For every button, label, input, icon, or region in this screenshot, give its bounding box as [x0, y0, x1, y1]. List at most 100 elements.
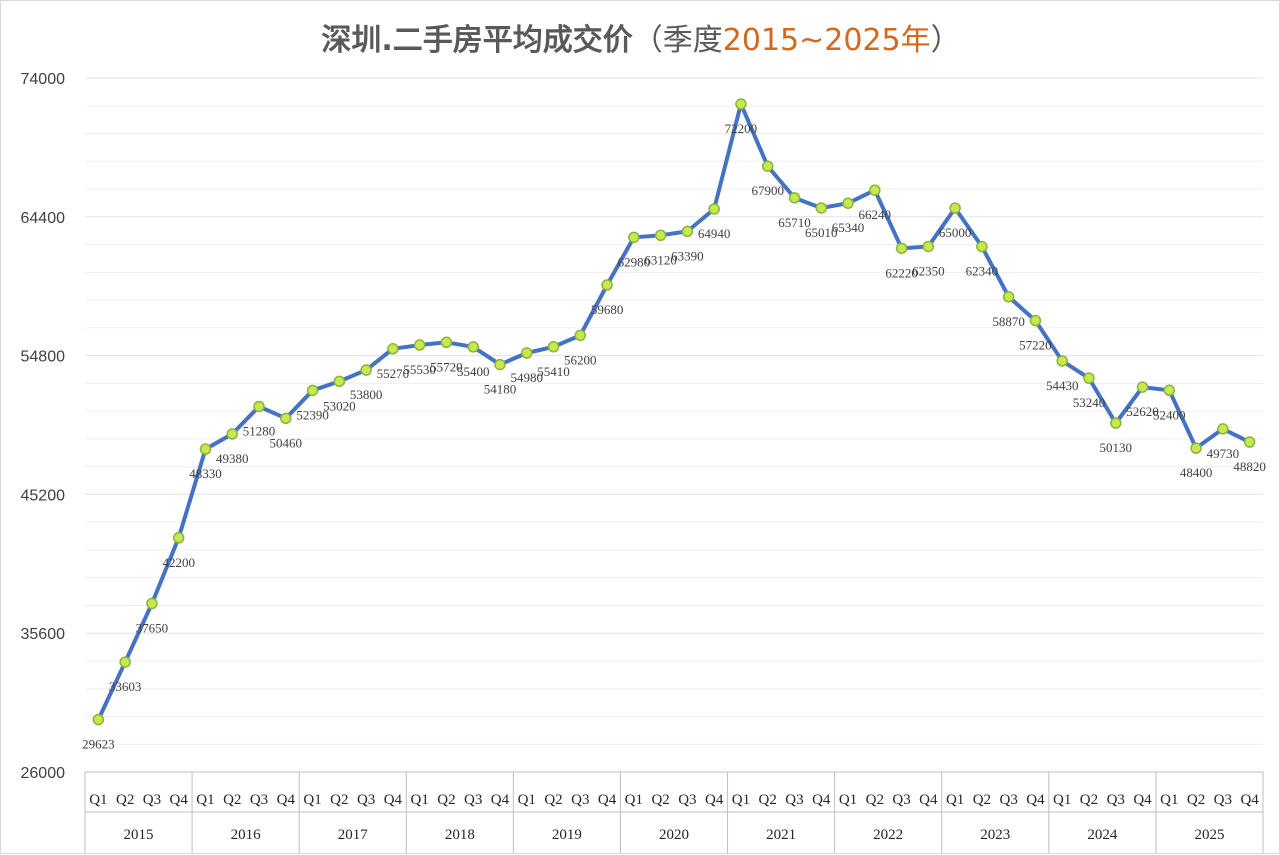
data-label: 65710: [778, 215, 811, 230]
x-quarter-label: Q3: [785, 792, 803, 808]
data-label: 52390: [296, 407, 329, 422]
x-quarter-label: Q2: [866, 792, 884, 808]
data-point: [708, 203, 720, 215]
data-point: [1190, 442, 1202, 454]
x-quarter-label: Q4: [919, 792, 938, 808]
data-point: [574, 329, 587, 342]
x-quarter-label: Q4: [1026, 792, 1045, 808]
data-label: 42200: [162, 555, 195, 570]
data-label: 37650: [136, 621, 169, 636]
data-label: 72200: [725, 121, 758, 136]
x-quarter-label: Q3: [1214, 792, 1232, 808]
data-point: [172, 532, 185, 544]
data-label: 52620: [1126, 404, 1159, 419]
data-point: [360, 364, 372, 376]
data-point: [1217, 423, 1229, 435]
y-tick-label: 74000: [21, 71, 66, 88]
data-label: 62980: [618, 254, 651, 269]
data-point: [1083, 372, 1095, 384]
data-label: 55410: [537, 364, 570, 379]
x-quarter-label: Q4: [384, 792, 403, 808]
data-point: [681, 225, 694, 238]
data-label: 59680: [591, 302, 624, 317]
data-label: 62220: [885, 265, 918, 280]
data-point: [253, 400, 265, 413]
chart-title-paren-label: 季度: [662, 23, 723, 58]
data-point: [467, 341, 479, 353]
data-label: 52400: [1153, 407, 1186, 422]
x-quarter-label: Q2: [116, 792, 134, 808]
x-year-label: 2025: [1194, 827, 1224, 843]
data-label: 54430: [1046, 378, 1079, 393]
x-quarter-label: Q3: [143, 792, 161, 808]
chart-title-range: 2015~2025年: [722, 23, 931, 58]
chart-title-main: 深圳.二手房平均成交价: [321, 23, 633, 58]
x-quarter-label: Q4: [812, 792, 831, 808]
data-label: 65000: [939, 225, 972, 240]
x-quarter-label: Q3: [464, 792, 482, 808]
data-point: [869, 184, 881, 196]
data-label: 63120: [644, 252, 677, 267]
x-year-label: 2020: [659, 827, 689, 843]
x-quarter-label: Q4: [1133, 792, 1152, 808]
x-year-label: 2016: [231, 827, 262, 843]
chart-title-paren-close: ）: [930, 23, 961, 58]
data-point: [226, 428, 238, 440]
x-quarter-label: Q2: [1080, 792, 1098, 808]
data-label: 51280: [243, 423, 276, 438]
x-quarter-label: Q1: [518, 792, 536, 808]
x-year-label: 2018: [445, 827, 475, 843]
y-tick-label: 45200: [21, 487, 66, 504]
x-quarter-label: Q1: [625, 792, 643, 808]
x-quarter-label: Q4: [598, 792, 617, 808]
x-quarter-label: Q1: [839, 792, 857, 808]
data-point: [1029, 314, 1042, 327]
data-label: 48400: [1180, 465, 1213, 480]
x-quarter-label: Q1: [1160, 792, 1178, 808]
x-quarter-label: Q3: [892, 792, 910, 808]
data-point: [654, 229, 667, 242]
data-point: [280, 412, 292, 425]
x-quarter-label: Q2: [330, 792, 348, 808]
x-quarter-label: Q1: [196, 792, 214, 808]
data-label: 29623: [82, 737, 115, 752]
data-point: [949, 202, 961, 214]
x-quarter-label: Q2: [223, 792, 241, 808]
data-label: 54980: [511, 370, 544, 385]
x-quarter-label: Q4: [277, 792, 296, 808]
data-point: [735, 98, 747, 110]
x-quarter-label: Q4: [170, 792, 189, 808]
data-label: 65340: [832, 220, 865, 235]
data-point: [1110, 417, 1122, 429]
data-label: 55530: [403, 362, 436, 377]
data-point: [922, 240, 935, 253]
x-quarter-label: Q3: [250, 792, 268, 808]
x-quarter-label: Q2: [544, 792, 562, 808]
x-year-label: 2015: [124, 827, 154, 843]
data-point: [815, 202, 827, 214]
x-year-label: 2021: [766, 827, 796, 843]
data-point: [1002, 291, 1015, 303]
data-label: 48820: [1233, 459, 1266, 474]
data-label: 64940: [698, 226, 731, 241]
data-point: [1136, 381, 1149, 393]
data-label: 66240: [859, 207, 892, 222]
data-point: [547, 341, 560, 353]
chart-title-paren-open: （: [632, 23, 663, 58]
data-label: 53020: [323, 398, 356, 413]
x-quarter-label: Q1: [410, 792, 428, 808]
x-quarter-label: Q3: [357, 792, 375, 808]
x-year-label: 2017: [338, 827, 369, 843]
x-year-label: 2023: [980, 827, 1010, 843]
data-point: [494, 358, 506, 371]
x-year-label: 2019: [552, 827, 582, 843]
x-year-label: 2024: [1087, 827, 1118, 843]
data-point: [976, 240, 988, 253]
data-point: [761, 160, 774, 172]
x-quarter-label: Q3: [1107, 792, 1125, 808]
x-quarter-label: Q4: [705, 792, 724, 808]
data-point: [440, 336, 453, 349]
data-point: [895, 242, 908, 255]
